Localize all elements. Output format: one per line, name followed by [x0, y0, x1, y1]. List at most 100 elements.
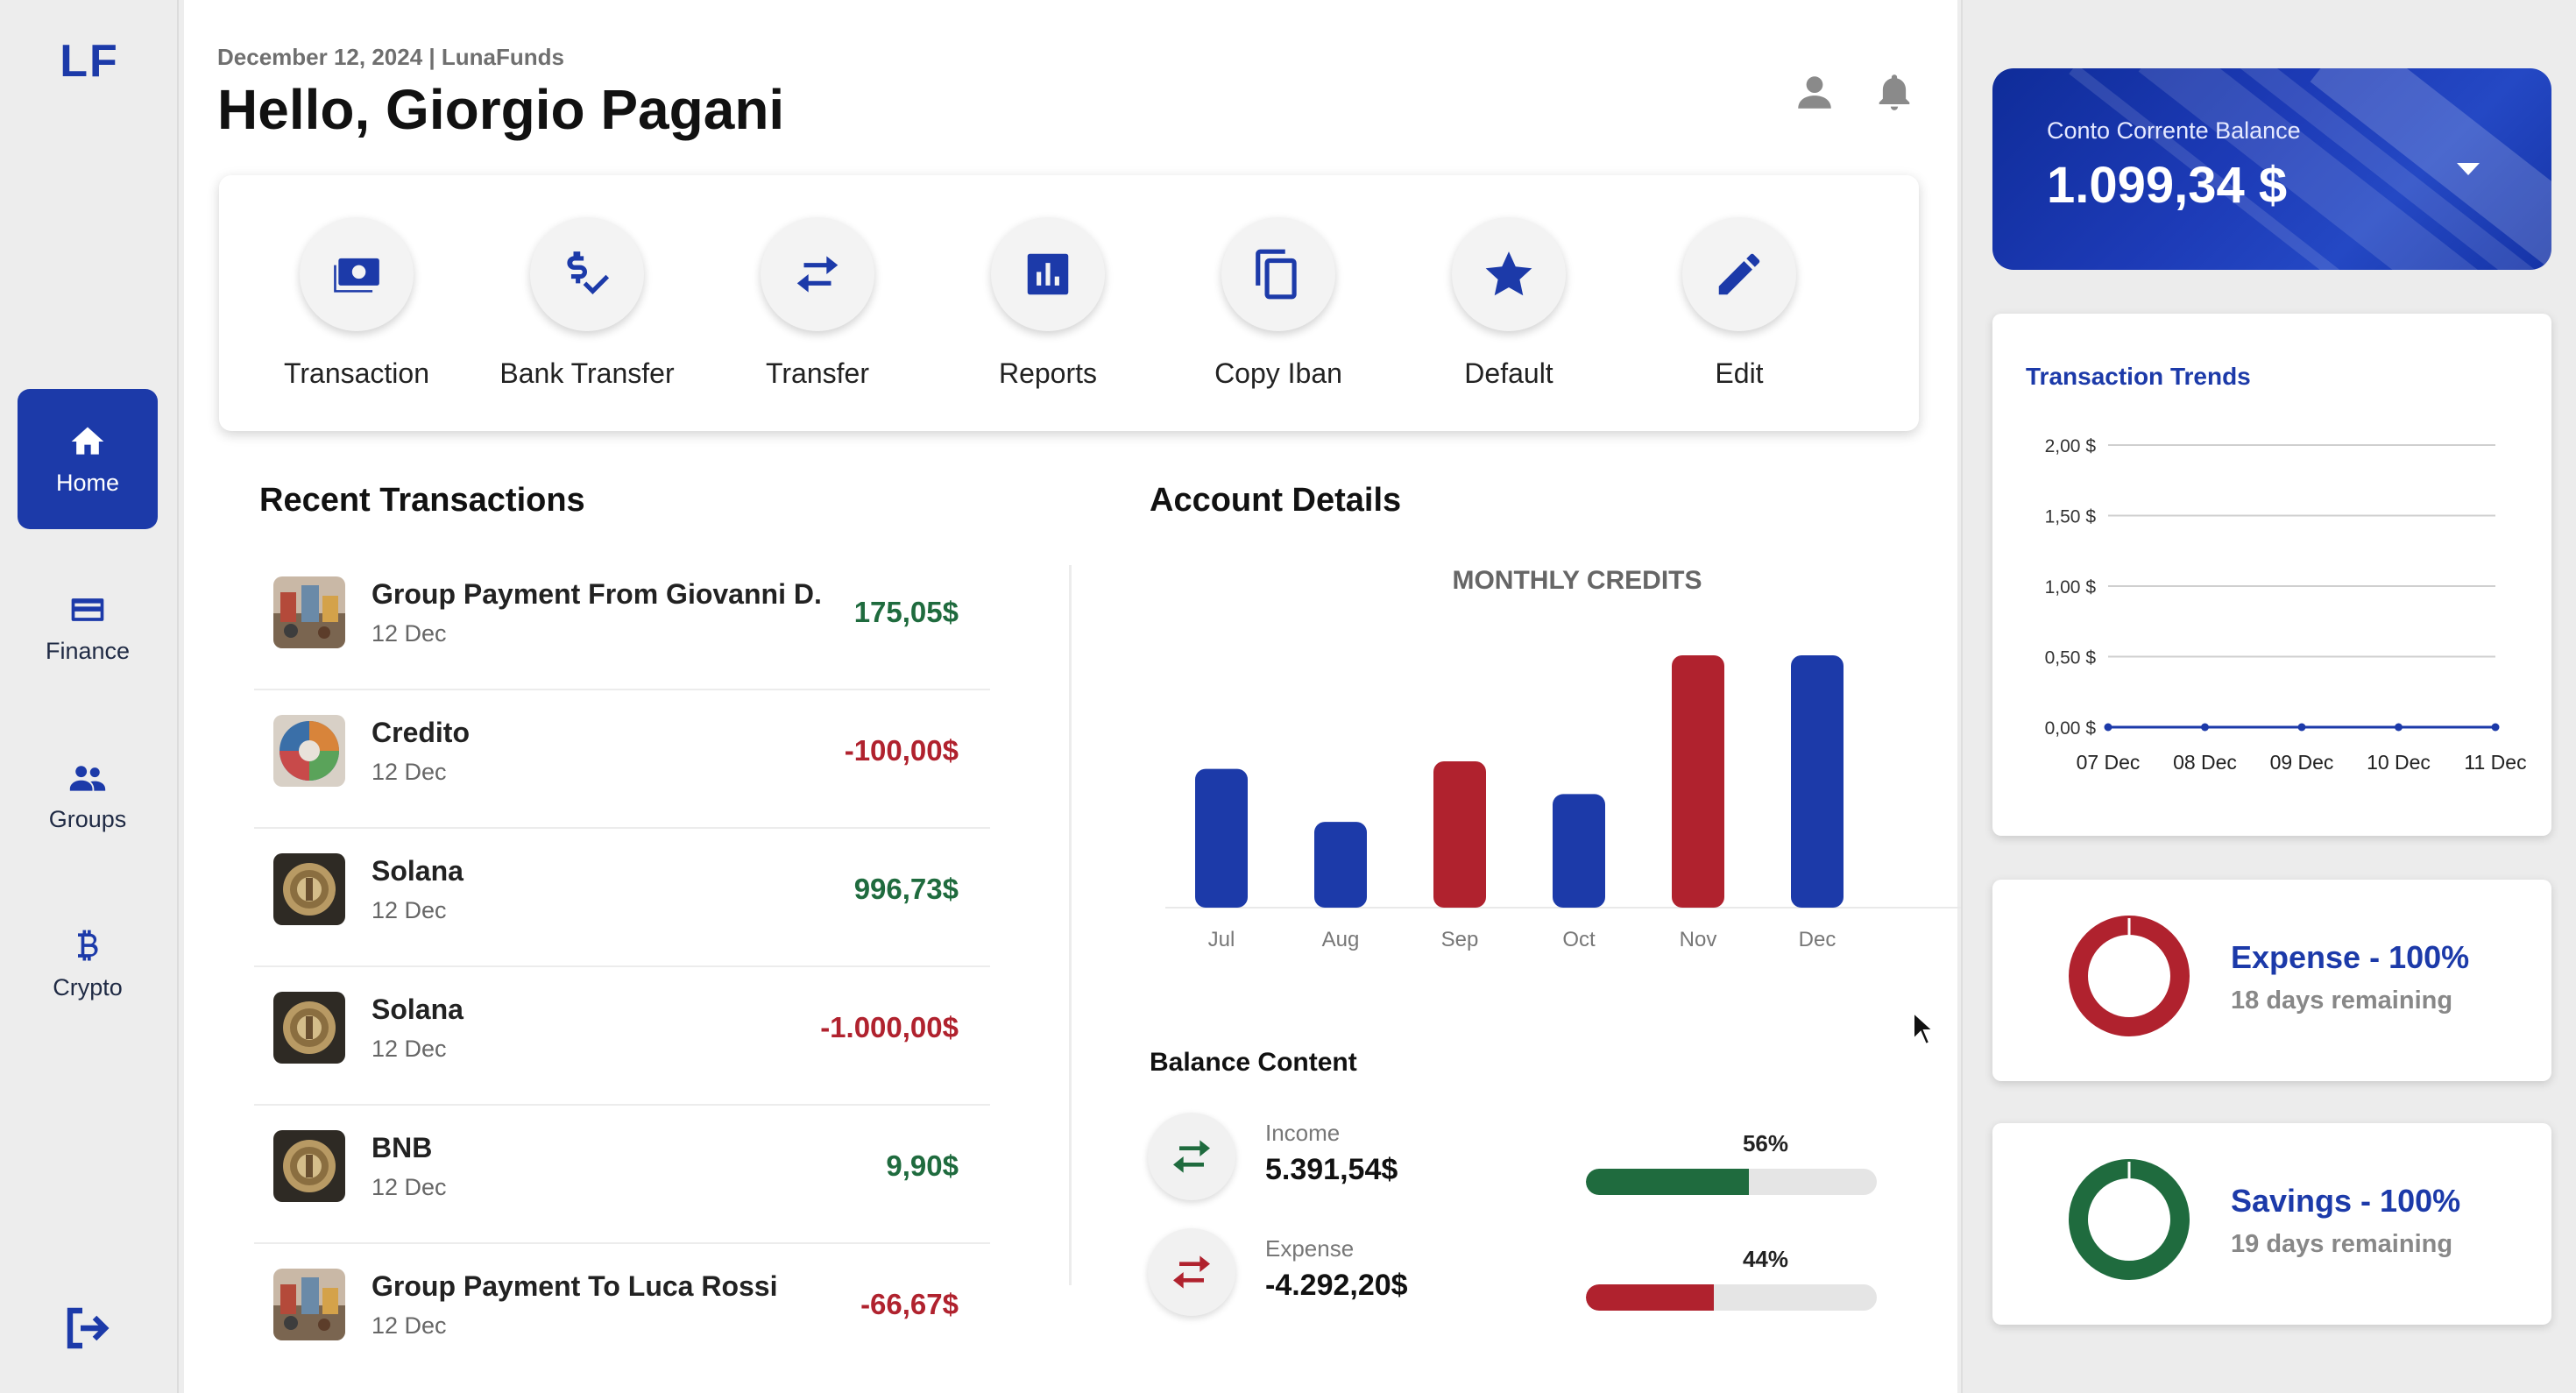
table-row[interactable]: Group Payment To Luca Rossi 12 Dec -66,6…: [254, 1244, 990, 1382]
bell-icon: [1879, 74, 1910, 110]
quick-actions-card: Transaction Bank Transfer Transfer Repor…: [219, 175, 1919, 431]
expense-percent: 44%: [1742, 1246, 1789, 1272]
transaction-name: BNB: [372, 1132, 433, 1163]
swap-icon: [1173, 1255, 1210, 1289]
transaction-amount: 996,73$: [853, 873, 959, 905]
action-label: Transaction: [284, 357, 429, 389]
trend-title: Transaction Trends: [2026, 363, 2251, 390]
monthly-credits-svg: MONTHLY CREDITS Jul Aug Sep Oct Nov Dec: [1165, 566, 2050, 951]
table-row[interactable]: Solana 12 Dec 996,73$: [254, 829, 990, 967]
sidebar-item-label: Finance: [45, 637, 131, 664]
sidebar-item-groups[interactable]: Groups: [18, 725, 158, 866]
action-label: Reports: [998, 357, 1098, 389]
trend-point: [2104, 723, 2112, 732]
transaction-date: 12 Dec: [372, 1036, 447, 1062]
sidebar-item-label: Home: [55, 469, 120, 496]
sidebar-item-finance[interactable]: Finance: [18, 557, 158, 697]
transaction-name: Credito: [372, 717, 470, 748]
income-percent: 56%: [1742, 1130, 1789, 1156]
reports-action[interactable]: Reports: [952, 217, 1144, 390]
action-label: Transfer: [766, 357, 869, 389]
transaction-trends-svg: 0,00 $ 0,50 $ 1,00 $ 1,50 $ 2,00 $ 07 Dec 08 …: [2045, 436, 2527, 774]
y-tick-label: 0,00 $: [2045, 718, 2097, 739]
bank-transfer-action-circle: [530, 217, 644, 331]
x-tick-label: 11 Dec: [2464, 751, 2526, 774]
date-line: December 12, 2024 | LunaFunds: [217, 44, 564, 70]
table-row[interactable]: Solana 12 Dec -1.000,00$: [254, 967, 990, 1106]
edit-action[interactable]: Edit: [1643, 217, 1836, 390]
bar-jul: [1195, 768, 1248, 908]
y-tick-label: 1,50 $: [2045, 507, 2097, 527]
balance-label: Conto Corrente Balance: [2047, 117, 2301, 144]
edit-action-circle: [1682, 217, 1796, 331]
account-dropdown-button[interactable]: [2448, 152, 2488, 187]
crypto-coin-avatar: [273, 1130, 345, 1202]
sidebar-item-label: Crypto: [53, 973, 123, 1001]
sidebar-item-home[interactable]: Home: [18, 389, 158, 529]
bar-aug: [1314, 822, 1367, 908]
table-row[interactable]: BNB 12 Dec 9,90$: [254, 1106, 990, 1244]
x-tick-label: Aug: [1322, 928, 1360, 951]
table-row[interactable]: Group Payment From Giovanni D. 12 Dec 17…: [254, 552, 990, 690]
profile-button[interactable]: [1793, 70, 1836, 114]
group-avatar: [273, 576, 345, 648]
balance-content-title: Balance Content: [1150, 1048, 1357, 1077]
caret-down-icon: [2457, 163, 2480, 175]
savings-goal-card[interactable]: Savings - 100% 19 days remaining: [1992, 1123, 2551, 1325]
card-icon: [71, 598, 104, 621]
x-tick-label: Sep: [1441, 928, 1479, 951]
default-action[interactable]: Default: [1412, 217, 1605, 390]
home-icon: [71, 427, 104, 455]
chart-icon: [1027, 253, 1069, 295]
transaction-amount: -1.000,00$: [820, 1011, 959, 1043]
table-row[interactable]: Credito 12 Dec -100,00$: [254, 690, 990, 829]
expense-goal-remaining: 18 days remaining: [2231, 986, 2453, 1015]
income-progress-fill: [1586, 1169, 1749, 1195]
trend-point: [2297, 723, 2306, 732]
expense-goal-title: Expense - 100%: [2231, 939, 2470, 975]
income-row: Income 5.391,54$ 56%: [1148, 1113, 1877, 1209]
transaction-date: 12 Dec: [372, 620, 447, 647]
reports-action-circle: [991, 217, 1105, 331]
expense-ring: [2069, 916, 2190, 1036]
groups-icon: [69, 765, 106, 791]
main-content: December 12, 2024 | LunaFunds Hello, Gio…: [184, 0, 2050, 1393]
action-label: Copy Iban: [1214, 357, 1342, 389]
action-label: Default: [1464, 357, 1553, 389]
app-logo: LF: [60, 36, 119, 87]
bank-transfer-action[interactable]: Bank Transfer: [491, 217, 683, 390]
savings-goal-remaining: 19 days remaining: [2231, 1230, 2453, 1258]
swap-icon: [796, 256, 839, 293]
sidebar-item-crypto[interactable]: Crypto: [18, 894, 158, 1034]
transaction-trends-card: Transaction Trends 0,00 $ 0,50 $ 1,00 $ 1,5…: [1992, 314, 2551, 836]
savings-goal-title: Savings - 100%: [2231, 1183, 2461, 1219]
transaction-action[interactable]: Transaction: [260, 217, 453, 390]
copy-icon: [1256, 249, 1297, 300]
expense-progress-track: [1586, 1284, 1877, 1311]
transaction-date: 12 Dec: [372, 759, 447, 785]
transaction-date: 12 Dec: [372, 1312, 447, 1339]
trend-point: [2491, 723, 2500, 732]
credit-avatar: [273, 715, 345, 787]
x-tick-label: Oct: [1562, 928, 1596, 951]
action-label: Bank Transfer: [499, 357, 675, 389]
transaction-name: Group Payment From Giovanni D.: [372, 578, 822, 610]
account-details-title: Account Details: [1150, 482, 1402, 519]
income-progress-track: [1586, 1169, 1877, 1195]
copy-iban-action[interactable]: Copy Iban: [1182, 217, 1375, 390]
notifications-button[interactable]: [1872, 70, 1916, 114]
logout-button[interactable]: [61, 1304, 114, 1353]
bitcoin-icon: [78, 930, 98, 960]
x-tick-label: Nov: [1680, 928, 1717, 951]
transaction-date: 12 Dec: [372, 1174, 447, 1200]
balance-card[interactable]: Conto Corrente Balance 1.099,34 $: [1992, 68, 2551, 270]
expense-goal-card[interactable]: Expense - 100% 18 days remaining: [1992, 880, 2551, 1081]
transactions-list: Group Payment From Giovanni D. 12 Dec 17…: [254, 552, 990, 1382]
expense-row: Expense -4.292,20$ 44%: [1148, 1228, 1877, 1325]
transaction-amount: -66,67$: [860, 1288, 959, 1320]
action-label: Edit: [1715, 357, 1764, 389]
x-tick-label: 08 Dec: [2173, 751, 2237, 774]
transfer-action[interactable]: Transfer: [721, 217, 914, 390]
x-tick-label: Dec: [1799, 928, 1836, 951]
sidebar: LF Home Finance Groups Crypto: [0, 0, 179, 1393]
